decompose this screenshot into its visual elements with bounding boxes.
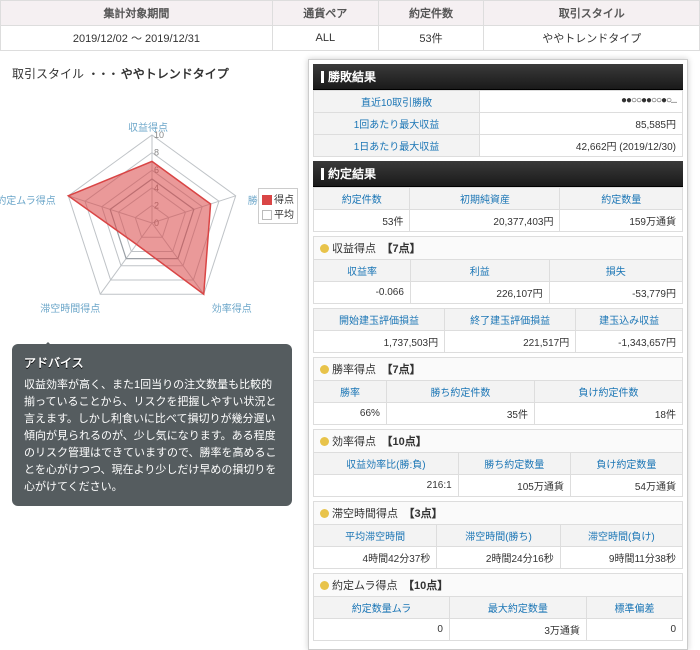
radar-axis-label: 収益得点 (128, 119, 168, 134)
result-title: 約定結果 (313, 161, 683, 187)
section-table: 開始建玉評価損益終了建玉評価損益建玉込み収益1,737,503円221,517円… (313, 308, 683, 353)
top-value: ALL (272, 26, 378, 51)
radar-axis-label: 滞空時間得点 (40, 300, 100, 315)
results-panel: 勝敗結果 直近10取引勝敗●●○○●●○○●○…1回あたり最大収益85,585円… (308, 59, 688, 650)
top-header: 約定件数 (378, 1, 484, 26)
top-header: 取引スタイル (484, 1, 700, 26)
dots-icon: ・・・ (87, 67, 117, 81)
radar-chart: 0246810 収益得点勝率得点効率得点滞空時間得点約定ムラ得点 得点平均 (12, 88, 292, 338)
section-table: 平均滞空時間滞空時間(勝ち)滞空時間(負け)4時間42分37秒2時間24分16秒… (313, 524, 683, 569)
trade-style-label: 取引スタイル (12, 67, 84, 81)
winloss-value: 85,585円 (480, 113, 683, 135)
section-header: 約定ムラ得点 【10点】 (313, 573, 683, 596)
section-table: 収益効率比(勝:負)勝ち約定数量負け約定数量216:1105万通貨54万通貨 (313, 452, 683, 497)
advice-box: アドバイス 収益効率が高く、また1回当りの注文数量も比較的揃っていることから、リ… (12, 344, 292, 506)
top-header: 集計対象期間 (1, 1, 273, 26)
svg-text:8: 8 (154, 148, 159, 158)
trade-style-line: 取引スタイル ・・・ ややトレンドタイプ (12, 65, 292, 82)
top-header: 通貨ペア (272, 1, 378, 26)
section-header: 勝率得点 【7点】 (313, 357, 683, 380)
section-header: 収益得点 【7点】 (313, 236, 683, 259)
advice-title: アドバイス (24, 354, 280, 373)
section-header: 滞空時間得点 【3点】 (313, 501, 683, 524)
legend-item: 平均 (262, 206, 294, 221)
winloss-title: 勝敗結果 (313, 64, 683, 90)
trade-style-value: ややトレンドタイプ (121, 67, 229, 81)
section-table: 勝率勝ち約定件数負け約定件数66%35件18件 (313, 380, 683, 425)
winloss-value: ●●○○●●○○●○… (480, 91, 683, 113)
section-table: 約定数量ムラ最大約定数量標準偏差03万通貨0 (313, 596, 683, 641)
winloss-value: 42,662円 (2019/12/30) (480, 135, 683, 157)
section-header: 効率得点 【10点】 (313, 429, 683, 452)
top-value: 2019/12/02 ～ 2019/12/31 (1, 26, 273, 51)
advice-body: 収益効率が高く、また1回当りの注文数量も比較的揃っていることから、リスクを把握し… (24, 377, 280, 496)
top-value: 53件 (378, 26, 484, 51)
section-table: 収益率利益損失-0.066226,107円-53,779円 (313, 259, 683, 304)
radar-axis-label: 効率得点 (212, 300, 252, 315)
summary-header-table: 集計対象期間通貨ペア約定件数取引スタイル 2019/12/02 ～ 2019/1… (0, 0, 700, 51)
winloss-label: 1回あたり最大収益 (314, 113, 480, 135)
winloss-table: 直近10取引勝敗●●○○●●○○●○…1回あたり最大収益85,585円1日あたり… (313, 90, 683, 157)
winloss-label: 直近10取引勝敗 (314, 91, 480, 113)
radar-axis-label: 約定ムラ得点 (0, 192, 56, 207)
result-summary-table: 約定件数初期純資産約定数量53件20,377,403円159万通貨 (313, 187, 683, 232)
radar-legend: 得点平均 (258, 188, 298, 224)
legend-item: 得点 (262, 191, 294, 206)
winloss-label: 1日あたり最大収益 (314, 135, 480, 157)
top-value: ややトレンドタイプ (484, 26, 700, 51)
